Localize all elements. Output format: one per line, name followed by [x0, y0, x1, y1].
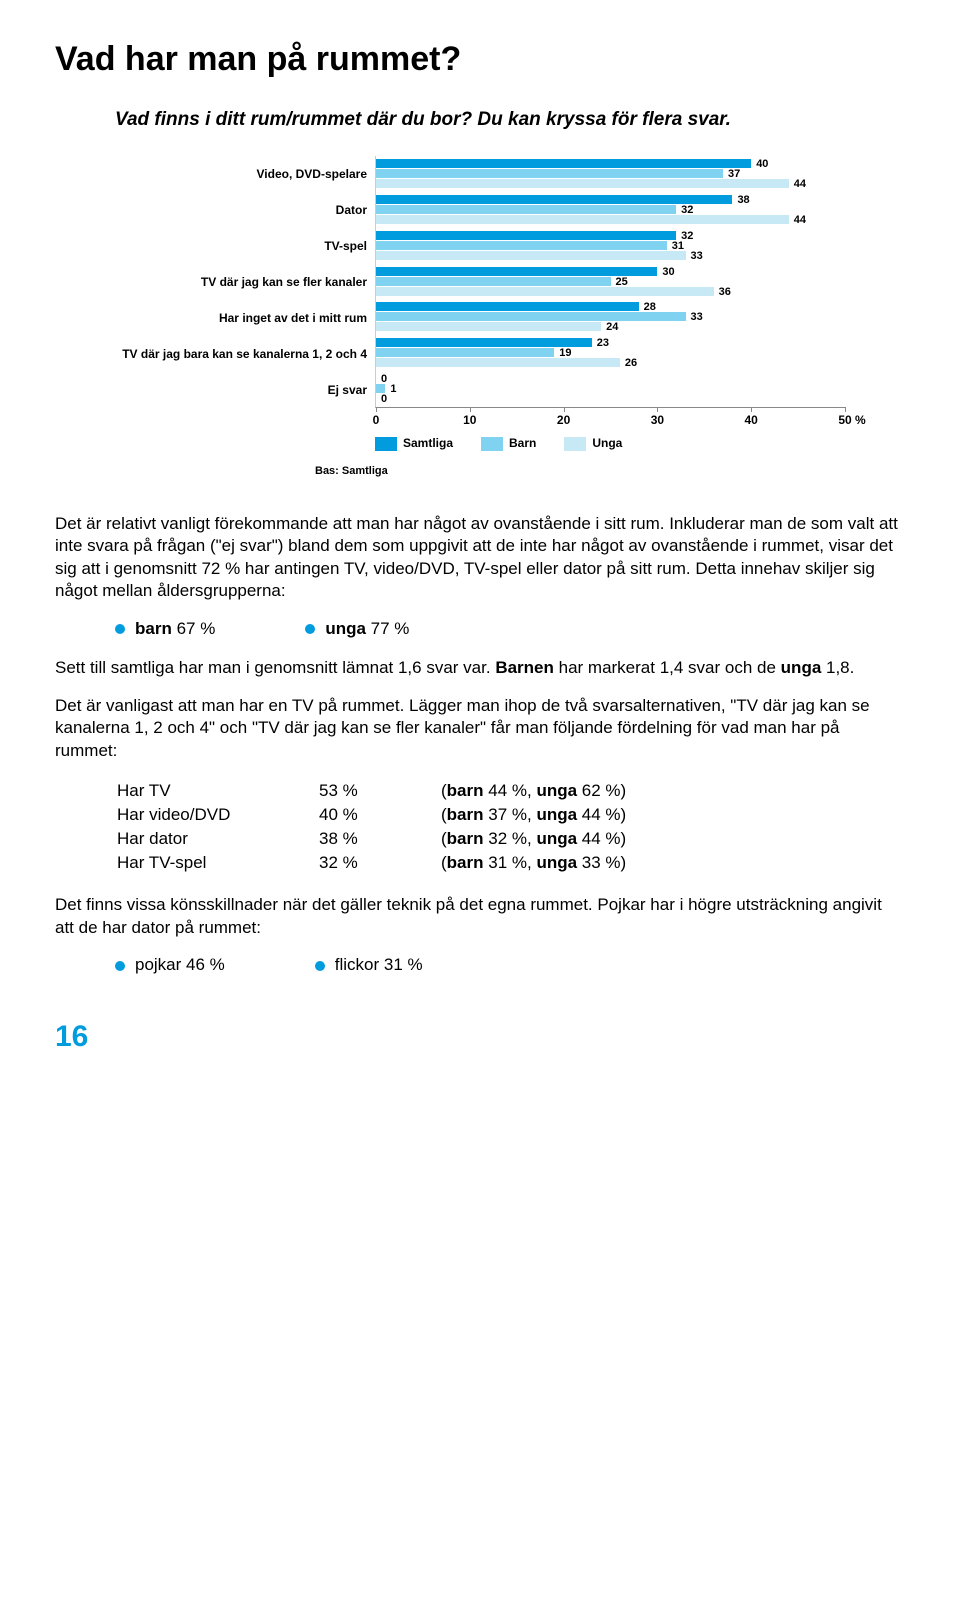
chart-label: TV där jag kan se fler kanaler	[115, 264, 375, 300]
chart-bar	[376, 169, 723, 179]
page-title: Vad har man på rummet?	[55, 40, 905, 79]
chart-value: 44	[794, 214, 806, 226]
chart-legend: Samtliga Barn Unga	[375, 436, 905, 451]
chart-bar	[376, 251, 686, 261]
sub-question: Vad finns i ditt rum/rummet där du bor? …	[115, 109, 905, 131]
chart-bar	[376, 348, 554, 358]
chart-value: 24	[606, 321, 618, 333]
page-number: 16	[55, 1020, 905, 1054]
bar-chart: Video, DVD-spelareDatorTV-spelTV där jag…	[115, 156, 905, 477]
chart-value: 36	[719, 286, 731, 298]
body-p1: Det är relativt vanligt förekommande att…	[55, 513, 905, 603]
chart-label: TV där jag bara kan se kanalerna 1, 2 oc…	[115, 336, 375, 372]
body-p4: Det finns vissa könsskillnader när det g…	[55, 894, 905, 939]
chart-base: Bas: Samtliga	[315, 465, 905, 477]
chart-value: 0	[381, 393, 387, 405]
bullets-gender: pojkar 46 % flickor 31 %	[115, 955, 905, 975]
chart-label: Ej svar	[115, 372, 375, 408]
chart-bar	[376, 358, 620, 368]
chart-bar	[376, 231, 676, 241]
table-row: Har dator38 %(barn 32 %, unga 44 %)	[117, 828, 626, 850]
table-row: Har video/DVD40 %(barn 37 %, unga 44 %)	[117, 804, 626, 826]
stats-table: Har TV53 %(barn 44 %, unga 62 %)Har vide…	[115, 778, 628, 876]
chart-bar	[376, 277, 611, 287]
chart-value: 44	[794, 178, 806, 190]
table-row: Har TV53 %(barn 44 %, unga 62 %)	[117, 780, 626, 802]
chart-bar	[376, 322, 601, 332]
chart-bar	[376, 287, 714, 297]
chart-bar	[376, 205, 676, 215]
bullets-age: barn 67 % unga 77 %	[115, 619, 905, 639]
chart-bar	[376, 241, 667, 251]
body-p2: Sett till samtliga har man i genomsnitt …	[55, 657, 905, 679]
body-p3: Det är vanligast att man har en TV på ru…	[55, 695, 905, 762]
chart-bar	[376, 312, 686, 322]
chart-label: Dator	[115, 192, 375, 228]
chart-value: 26	[625, 357, 637, 369]
chart-label: Har inget av det i mitt rum	[115, 300, 375, 336]
chart-bar	[376, 195, 732, 205]
chart-bar	[376, 215, 789, 225]
chart-bar	[376, 159, 751, 169]
chart-label: Video, DVD-spelare	[115, 156, 375, 192]
chart-label: TV-spel	[115, 228, 375, 264]
table-row: Har TV-spel32 %(barn 31 %, unga 33 %)	[117, 852, 626, 874]
chart-bar	[376, 302, 639, 312]
chart-bar	[376, 179, 789, 189]
chart-value: 33	[691, 250, 703, 262]
